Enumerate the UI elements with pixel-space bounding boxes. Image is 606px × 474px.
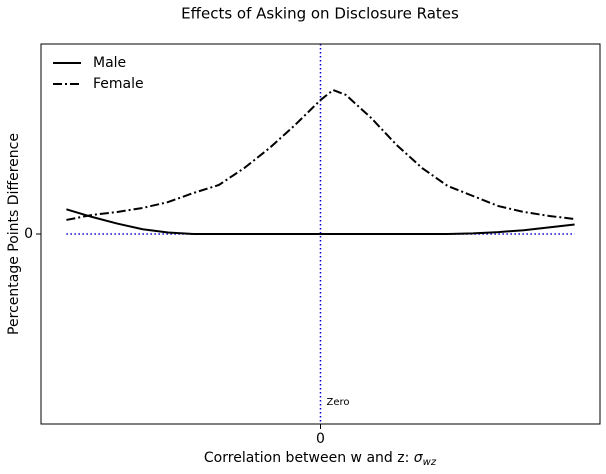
x-axis-label-symbol: σ xyxy=(414,450,424,466)
series-line xyxy=(66,208,575,235)
plot-frame xyxy=(40,43,601,425)
legend-label: Male xyxy=(93,55,126,71)
x-tick-label: 0 xyxy=(316,431,325,447)
legend-label: Female xyxy=(93,76,144,92)
x-axis-label-text: Correlation between w and z: xyxy=(204,450,409,466)
x-axis-label-subscript: wz xyxy=(423,457,437,468)
y-axis-label: Percentage Points Difference xyxy=(6,133,22,335)
annotation: Zero xyxy=(327,397,350,408)
y-tick-label: 0 xyxy=(24,226,33,242)
chart-title: Effects of Asking on Disclosure Rates xyxy=(181,5,459,23)
x-axis-label: Correlation between w and z: σwz xyxy=(204,450,437,468)
series-line xyxy=(66,88,575,221)
